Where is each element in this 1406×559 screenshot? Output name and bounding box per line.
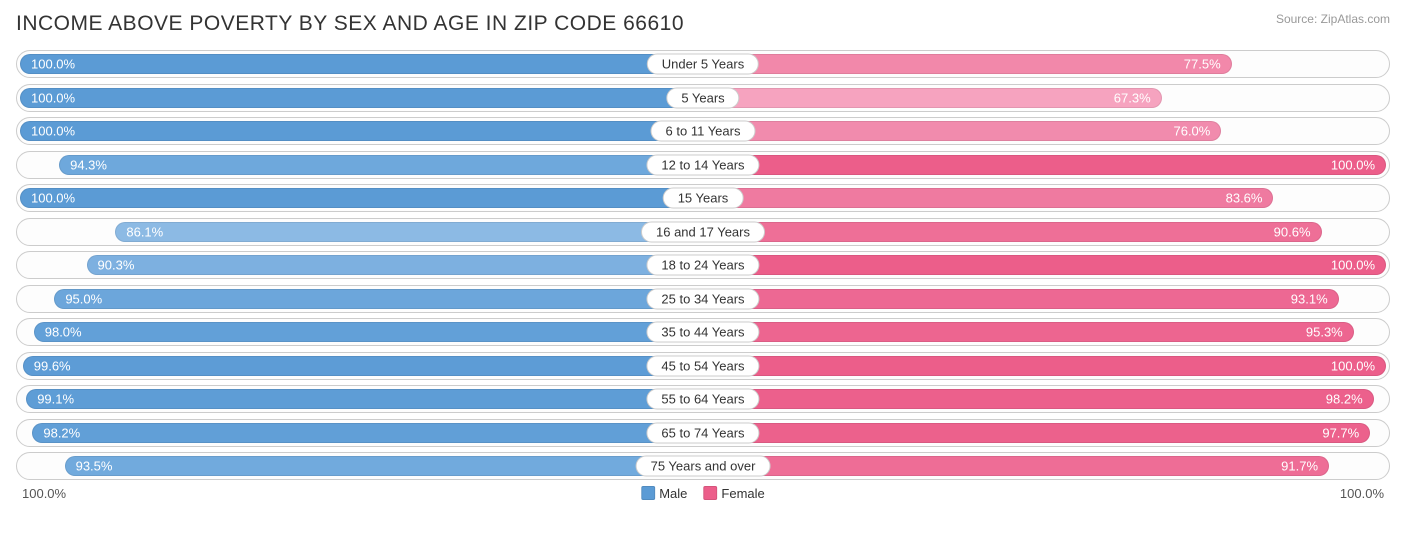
male-value: 95.0%	[65, 291, 102, 306]
female-value: 91.7%	[1281, 459, 1318, 474]
male-bar: 100.0%	[20, 88, 703, 108]
male-value: 99.6%	[34, 358, 71, 373]
bar-row: 94.3% 100.0% 12 to 14 Years	[16, 151, 1390, 179]
male-value: 98.0%	[45, 325, 82, 340]
female-bar: 76.0%	[703, 121, 1221, 141]
category-label: 55 to 64 Years	[646, 389, 759, 410]
female-bar: 83.6%	[703, 188, 1273, 208]
legend-male-swatch	[641, 486, 655, 500]
bar-row: 98.0% 95.3% 35 to 44 Years	[16, 318, 1390, 346]
female-bar: 100.0%	[703, 356, 1386, 376]
female-value: 93.1%	[1291, 291, 1328, 306]
category-label: 25 to 34 Years	[646, 288, 759, 309]
chart-title: INCOME ABOVE POVERTY BY SEX AND AGE IN Z…	[16, 12, 684, 36]
male-bar: 100.0%	[20, 54, 703, 74]
female-bar: 95.3%	[703, 322, 1354, 342]
female-value: 95.3%	[1306, 325, 1343, 340]
bar-row: 100.0% 76.0% 6 to 11 Years	[16, 117, 1390, 145]
axis-labels: 100.0% Male Female 100.0%	[16, 486, 1390, 501]
chart-source: Source: ZipAtlas.com	[1276, 12, 1390, 26]
bar-row: 99.6% 100.0% 45 to 54 Years	[16, 352, 1390, 380]
male-value: 90.3%	[98, 258, 135, 273]
male-bar: 100.0%	[20, 188, 703, 208]
male-value: 94.3%	[70, 157, 107, 172]
male-value: 93.5%	[76, 459, 113, 474]
category-label: 65 to 74 Years	[646, 422, 759, 443]
female-bar: 97.7%	[703, 423, 1370, 443]
category-label: 15 Years	[663, 188, 744, 209]
category-label: 6 to 11 Years	[651, 121, 756, 142]
legend-male-label: Male	[659, 486, 687, 501]
diverging-bar-chart: 100.0% 77.5% Under 5 Years 100.0% 67.3% 5 Yea…	[16, 50, 1390, 480]
female-value: 100.0%	[1331, 157, 1375, 172]
male-bar: 94.3%	[59, 155, 703, 175]
female-bar: 98.2%	[703, 389, 1374, 409]
axis-left-label: 100.0%	[22, 486, 66, 501]
category-label: 45 to 54 Years	[646, 355, 759, 376]
bar-row: 95.0% 93.1% 25 to 34 Years	[16, 285, 1390, 313]
female-bar: 90.6%	[703, 222, 1322, 242]
female-value: 98.2%	[1326, 392, 1363, 407]
male-bar: 98.2%	[32, 423, 703, 443]
legend-female: Female	[703, 486, 764, 501]
male-value: 100.0%	[31, 124, 75, 139]
female-bar: 100.0%	[703, 255, 1386, 275]
female-bar: 91.7%	[703, 456, 1329, 476]
female-value: 100.0%	[1331, 258, 1375, 273]
bar-row: 100.0% 83.6% 15 Years	[16, 184, 1390, 212]
category-label: 16 and 17 Years	[641, 221, 765, 242]
bar-row: 90.3% 100.0% 18 to 24 Years	[16, 251, 1390, 279]
female-bar: 100.0%	[703, 155, 1386, 175]
category-label: 18 to 24 Years	[646, 255, 759, 276]
female-value: 90.6%	[1274, 224, 1311, 239]
male-bar: 99.1%	[26, 389, 703, 409]
male-value: 98.2%	[43, 425, 80, 440]
bar-row: 93.5% 91.7% 75 Years and over	[16, 452, 1390, 480]
female-value: 100.0%	[1331, 358, 1375, 373]
female-bar: 67.3%	[703, 88, 1162, 108]
male-value: 100.0%	[31, 90, 75, 105]
female-value: 83.6%	[1226, 191, 1263, 206]
male-bar: 93.5%	[65, 456, 703, 476]
male-bar: 95.0%	[54, 289, 703, 309]
legend-female-swatch	[703, 486, 717, 500]
male-bar: 100.0%	[20, 121, 703, 141]
legend: Male Female	[641, 486, 765, 501]
bar-row: 100.0% 77.5% Under 5 Years	[16, 50, 1390, 78]
legend-male: Male	[641, 486, 687, 501]
category-label: Under 5 Years	[647, 54, 759, 75]
male-value: 100.0%	[31, 57, 75, 72]
male-value: 100.0%	[31, 191, 75, 206]
male-bar: 98.0%	[34, 322, 703, 342]
bar-row: 86.1% 90.6% 16 and 17 Years	[16, 218, 1390, 246]
female-value: 97.7%	[1322, 425, 1359, 440]
female-value: 77.5%	[1184, 57, 1221, 72]
bar-row: 98.2% 97.7% 65 to 74 Years	[16, 419, 1390, 447]
category-label: 75 Years and over	[636, 456, 771, 477]
male-value: 86.1%	[126, 224, 163, 239]
female-value: 76.0%	[1173, 124, 1210, 139]
category-label: 12 to 14 Years	[646, 154, 759, 175]
bar-row: 100.0% 67.3% 5 Years	[16, 84, 1390, 112]
male-value: 99.1%	[37, 392, 74, 407]
axis-right-label: 100.0%	[1340, 486, 1384, 501]
female-value: 67.3%	[1114, 90, 1151, 105]
female-bar: 77.5%	[703, 54, 1232, 74]
female-bar: 93.1%	[703, 289, 1339, 309]
male-bar: 86.1%	[115, 222, 703, 242]
legend-female-label: Female	[721, 486, 764, 501]
male-bar: 90.3%	[87, 255, 703, 275]
male-bar: 99.6%	[23, 356, 703, 376]
category-label: 35 to 44 Years	[646, 322, 759, 343]
chart-header: INCOME ABOVE POVERTY BY SEX AND AGE IN Z…	[16, 12, 1390, 36]
category-label: 5 Years	[666, 87, 739, 108]
bar-row: 99.1% 98.2% 55 to 64 Years	[16, 385, 1390, 413]
